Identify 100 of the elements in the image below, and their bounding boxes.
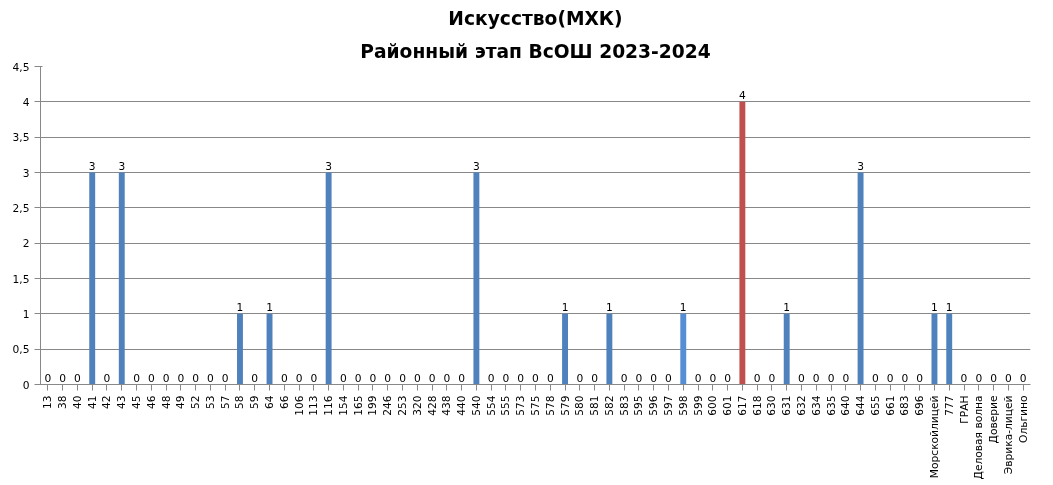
data-label: 0 xyxy=(44,371,52,385)
data-label: 0 xyxy=(310,371,318,385)
x-tick-label: 52 xyxy=(189,395,203,410)
x-tick-label: 199 xyxy=(366,395,380,416)
x-tick-label: Ольгино xyxy=(1016,395,1030,443)
x-tick-label: 596 xyxy=(647,395,661,416)
data-label: 3 xyxy=(473,159,480,173)
data-label: 0 xyxy=(871,371,879,385)
data-label: 1 xyxy=(266,300,273,314)
data-label: 0 xyxy=(650,371,658,385)
x-tick-label: 154 xyxy=(336,395,350,416)
data-label: 3 xyxy=(857,159,864,173)
x-tick-label: 440 xyxy=(455,395,469,416)
x-tick-label: 582 xyxy=(602,395,616,416)
x-tick-label: 320 xyxy=(410,395,424,416)
x-tick-label: Морскойлицей xyxy=(927,395,941,479)
x-tick-label: 632 xyxy=(794,395,808,416)
bar xyxy=(606,313,613,385)
data-label: 0 xyxy=(192,371,200,385)
chart-title: Искусство(МХК) xyxy=(448,7,623,29)
data-label: 0 xyxy=(221,371,229,385)
x-tick-label: 428 xyxy=(425,395,439,416)
bar xyxy=(325,172,332,385)
data-label: 1 xyxy=(561,300,569,314)
x-tick-label: 640 xyxy=(839,395,853,416)
data-label: 0 xyxy=(665,371,673,385)
data-label: 0 xyxy=(502,371,510,385)
bar xyxy=(89,172,96,385)
data-label: 0 xyxy=(458,371,466,385)
bar xyxy=(739,101,746,385)
x-tick-label: 106 xyxy=(292,395,306,416)
x-tick-label: 683 xyxy=(898,395,912,416)
y-tick-label: 0 xyxy=(22,378,30,392)
data-label: 1 xyxy=(236,300,244,314)
bar xyxy=(680,313,687,385)
data-label: 0 xyxy=(133,371,141,385)
y-tick-label: 3,5 xyxy=(12,131,30,145)
x-tick-label: 777 xyxy=(942,395,956,416)
x-tick-label: 43 xyxy=(115,395,129,410)
x-tick-label: 253 xyxy=(396,395,410,416)
x-tick-label: Деловая волна xyxy=(972,395,986,480)
x-tick-label: 40 xyxy=(70,395,84,410)
x-tick-label: 49 xyxy=(174,395,188,410)
x-tick-label: 555 xyxy=(499,395,513,416)
x-tick-label: 630 xyxy=(765,395,779,416)
data-label: 0 xyxy=(990,371,998,385)
x-tick-label: 58 xyxy=(233,395,247,410)
data-label: 1 xyxy=(605,300,613,314)
x-tick-label: 554 xyxy=(484,395,498,416)
x-tick-label: 165 xyxy=(351,395,365,416)
chart-subtitle: Районный этап ВсОШ 2023-2024 xyxy=(360,40,711,62)
x-tick-label: ГРАН xyxy=(957,395,971,424)
x-tick-label: 580 xyxy=(573,395,587,416)
data-label: 0 xyxy=(812,371,820,385)
data-label: 0 xyxy=(753,371,761,385)
x-tick-label: 655 xyxy=(868,395,882,416)
data-label: 0 xyxy=(1004,371,1012,385)
data-label: 0 xyxy=(620,371,628,385)
data-label: 0 xyxy=(443,371,451,385)
data-label: 0 xyxy=(74,371,82,385)
bar xyxy=(562,313,569,385)
bar xyxy=(118,172,125,385)
x-tick-label: 246 xyxy=(381,395,395,416)
y-tick-label: 2,5 xyxy=(12,201,30,215)
data-label: 0 xyxy=(886,371,894,385)
x-tick-label: 57 xyxy=(218,395,232,410)
y-tick-label: 4 xyxy=(22,95,30,109)
y-tick-label: 4,5 xyxy=(12,60,30,74)
data-label: 0 xyxy=(251,371,259,385)
data-label: 3 xyxy=(88,159,96,173)
data-label: 0 xyxy=(295,371,303,385)
data-label: 1 xyxy=(679,300,687,314)
data-label: 0 xyxy=(59,371,67,385)
x-tick-label: 573 xyxy=(514,395,528,416)
data-label: 0 xyxy=(384,371,392,385)
x-tick-label: 579 xyxy=(558,395,572,416)
data-label: 1 xyxy=(931,300,938,314)
data-label: 0 xyxy=(975,371,983,385)
bar xyxy=(783,313,790,385)
data-label: 0 xyxy=(487,371,495,385)
x-tick-label: 601 xyxy=(721,395,735,416)
x-tick-label: 597 xyxy=(661,395,675,416)
data-label: 0 xyxy=(369,371,377,385)
data-label: 3 xyxy=(118,159,126,173)
bar xyxy=(237,313,243,385)
data-label: 0 xyxy=(340,371,348,385)
data-label: 0 xyxy=(724,371,732,385)
data-label: 4 xyxy=(738,88,746,102)
data-label: 0 xyxy=(694,371,702,385)
x-tick-label: 696 xyxy=(913,395,927,416)
x-tick-label: 64 xyxy=(263,395,277,410)
y-tick-label: 1,5 xyxy=(12,272,30,286)
x-tick-label: 617 xyxy=(735,395,749,416)
x-tick-label: 631 xyxy=(780,395,794,416)
data-label: 0 xyxy=(916,371,924,385)
x-tick-label: 600 xyxy=(706,395,720,416)
x-tick-label: 113 xyxy=(307,395,321,416)
data-label: 0 xyxy=(798,371,806,385)
bar xyxy=(946,313,953,385)
data-label: 0 xyxy=(207,371,215,385)
